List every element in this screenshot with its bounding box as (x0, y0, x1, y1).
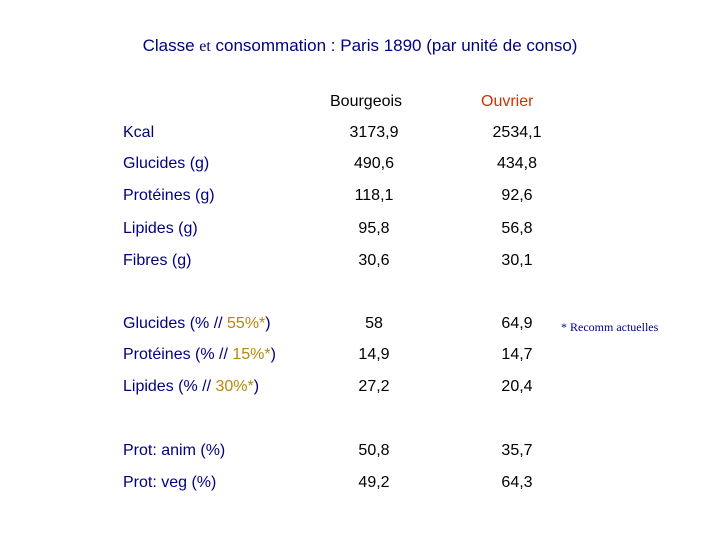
table-row-lipides-g: Lipides (g) 95,8 56,8 (0, 220, 720, 244)
value-bourgeois: 14,9 (358, 346, 390, 363)
table-row-glucides-pct: Glucides (% // 55%*) 58 64,9 (0, 315, 720, 339)
table-row-kcal: Kcal 3173,9 2534,1 (0, 124, 720, 148)
recommendation-value: 15%* (232, 346, 271, 363)
table-row-lipides-pct: Lipides (% // 30%*) 27,2 20,4 (0, 378, 720, 402)
table-row-prot-veg: Prot: veg (%) 49,2 64,3 (0, 474, 720, 498)
row-label: Fibres (g) (123, 252, 192, 269)
value-ouvrier: 2534,1 (492, 124, 542, 141)
value-bourgeois: 95,8 (358, 220, 390, 237)
row-label: Glucides (g) (123, 155, 210, 172)
value-bourgeois: 27,2 (358, 378, 390, 395)
value-ouvrier: 30,1 (501, 252, 533, 269)
footnote: * Recomm actuelles (561, 320, 659, 334)
table-row-proteines-g: Protéines (g) 118,1 92,6 (0, 187, 720, 211)
table-row-glucides-g: Glucides (g) 490,6 434,8 (0, 155, 720, 179)
row-label: Lipides (% // 30%*) (123, 378, 259, 396)
title-part2: consommation : Paris 1890 (par unité de … (210, 36, 578, 55)
title-part1: Classe (142, 36, 200, 55)
row-label: Glucides (% // 55%*) (123, 315, 271, 333)
value-ouvrier: 92,6 (501, 187, 533, 204)
value-bourgeois: 118,1 (354, 187, 394, 204)
label-prefix: Glucides (% // (123, 315, 228, 332)
value-bourgeois: 50,8 (358, 442, 390, 459)
label-suffix: ) (265, 315, 271, 332)
column-header-ouvrier: Ouvrier (481, 93, 534, 110)
row-label: Protéines (% // 15%*) (123, 346, 276, 364)
label-prefix: Lipides (% // (123, 378, 216, 395)
row-label: Kcal (123, 124, 155, 141)
value-bourgeois: 30,6 (358, 252, 390, 269)
value-ouvrier: 434,8 (496, 155, 538, 172)
page-title: Classe et consommation : Paris 1890 (par… (0, 36, 720, 56)
column-header-bourgeois: Bourgeois (330, 93, 403, 110)
label-prefix: Protéines (% // (123, 346, 233, 363)
value-ouvrier: 56,8 (501, 220, 533, 237)
value-bourgeois: 49,2 (358, 474, 390, 491)
value-ouvrier: 64,9 (501, 315, 533, 332)
row-label: Protéines (g) (123, 187, 215, 204)
label-suffix: ) (253, 378, 260, 395)
value-bourgeois: 58 (365, 315, 383, 332)
value-ouvrier: 35,7 (501, 442, 533, 459)
title-conjunction: et (199, 38, 211, 55)
row-label: Lipides (g) (123, 220, 198, 237)
table-row-fibres-g: Fibres (g) 30,6 30,1 (0, 252, 720, 276)
table-row-proteines-pct: Protéines (% // 15%*) 14,9 14,7 (0, 346, 720, 370)
table-row-prot-anim: Prot: anim (%) 50,8 35,7 (0, 442, 720, 466)
value-ouvrier: 64,3 (501, 474, 533, 491)
row-label: Prot: veg (%) (123, 474, 217, 491)
value-ouvrier: 14,7 (501, 346, 533, 363)
value-ouvrier: 20,4 (501, 378, 533, 395)
recommendation-value: 55%* (227, 315, 266, 332)
label-suffix: ) (270, 346, 276, 363)
value-bourgeois: 490,6 (353, 155, 395, 172)
recommendation-value: 30%* (215, 378, 254, 395)
value-bourgeois: 3173,9 (349, 124, 399, 141)
row-label: Prot: anim (%) (123, 442, 226, 459)
